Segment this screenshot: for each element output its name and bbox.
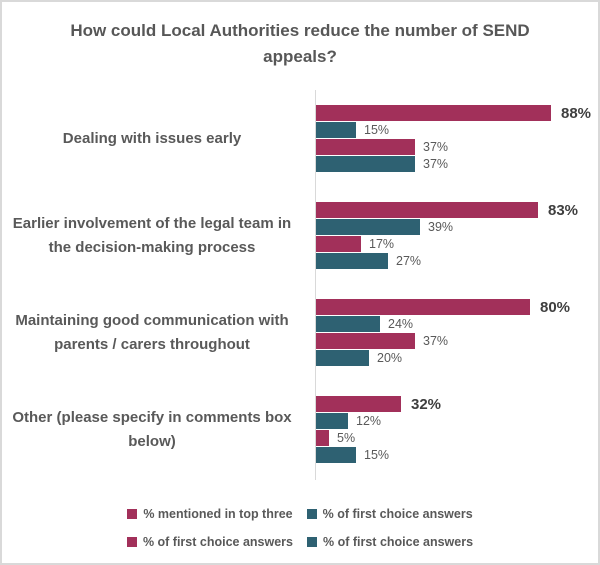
bar-line: 39%	[316, 219, 598, 235]
bar-line: 24%	[316, 316, 598, 332]
value-label: 15%	[364, 448, 390, 462]
bar-line: 32%	[316, 395, 598, 413]
bar-series-2	[316, 139, 415, 155]
value-label: 12%	[356, 414, 382, 428]
value-label: 27%	[396, 254, 422, 268]
bar-line: 37%	[316, 333, 598, 349]
value-label: 32%	[411, 395, 442, 413]
legend-item: % of first choice answers	[126, 535, 293, 549]
bar-group: 80% 24% 37% 20%	[302, 299, 598, 366]
legend-label: % of first choice answers	[142, 535, 293, 549]
legend-swatch-icon	[127, 509, 138, 519]
value-label: 37%	[423, 157, 449, 171]
bar-line: 37%	[316, 156, 598, 172]
value-label: 88%	[561, 104, 592, 122]
category-label: Dealing with issues early	[62, 129, 242, 147]
bar-group: 88% 15% 37% 37%	[302, 105, 598, 172]
chart-row: Other (please specify in comments box be…	[2, 381, 598, 478]
legend-row: % of first choice answers % of first choi…	[2, 535, 598, 549]
chart-title: How could Local Authorities reduce the n…	[70, 21, 530, 67]
value-label: 17%	[369, 237, 395, 251]
bar-line: 17%	[316, 236, 598, 252]
value-label: 5%	[337, 431, 356, 445]
bar-series-1	[316, 413, 348, 429]
bar-series-1	[316, 122, 356, 138]
legend-swatch-icon	[307, 537, 317, 547]
bar-series-2	[316, 236, 361, 252]
bar-line: 15%	[316, 447, 598, 463]
legend-swatch-icon	[306, 509, 317, 519]
bar-series-3	[316, 447, 356, 463]
bar-series-0	[316, 202, 538, 218]
bar-line: 88%	[316, 104, 598, 122]
bar-series-0	[316, 105, 551, 121]
chart-area: Dealing with issues early 88% 15% 37% 37% Ear…	[2, 90, 598, 480]
value-label: 20%	[377, 351, 403, 365]
legend-label: % of first choice answers	[323, 535, 474, 549]
bar-series-3	[316, 350, 369, 366]
bar-line: 15%	[316, 122, 598, 138]
bar-line: 80%	[316, 298, 598, 316]
value-label: 83%	[548, 201, 579, 219]
bar-group: 83% 39% 17% 27%	[302, 202, 598, 269]
chart-legend: % mentioned in top three % of first choic…	[2, 493, 598, 549]
chart-rows: Dealing with issues early 88% 15% 37% 37% Ear…	[2, 90, 598, 480]
category-label: Other (please specify in comments box be…	[12, 409, 292, 450]
value-label: 24%	[388, 317, 414, 331]
bar-series-2	[316, 430, 329, 446]
legend-swatch-icon	[126, 537, 137, 547]
category-label: Maintaining good communication with pare…	[15, 312, 289, 353]
bar-group: 32% 12% 5% 15%	[302, 396, 598, 463]
bar-line: 83%	[316, 201, 598, 219]
legend-label: % mentioned in top three	[143, 507, 293, 521]
value-label: 80%	[540, 298, 571, 316]
legend-item: % of first choice answers	[307, 535, 473, 549]
category-label: Earlier involvement of the legal team in…	[12, 215, 292, 256]
value-label: 39%	[428, 220, 454, 234]
value-label: 15%	[364, 123, 390, 137]
bar-series-0	[316, 396, 401, 412]
value-label: 37%	[423, 140, 449, 154]
value-label: 37%	[423, 334, 449, 348]
legend-row: % mentioned in top three % of first choic…	[2, 507, 598, 521]
legend-label: % of first choice answers	[322, 507, 473, 521]
chart-row: Earlier involvement of the legal team in…	[2, 187, 598, 284]
chart-row: Maintaining good communication with pare…	[2, 284, 598, 381]
bar-line: 12%	[316, 413, 598, 429]
bar-line: 27%	[316, 253, 598, 269]
bar-line: 20%	[316, 350, 598, 366]
bar-series-2	[316, 333, 415, 349]
legend-item: % mentioned in top three	[127, 507, 293, 521]
y-axis-line	[315, 90, 316, 480]
legend-item: % of first choice answers	[306, 507, 473, 521]
bar-series-3	[316, 253, 388, 269]
bar-series-3	[316, 156, 415, 172]
bar-series-1	[316, 316, 380, 332]
bar-series-0	[316, 299, 530, 315]
bar-series-1	[316, 219, 420, 235]
bar-line: 37%	[316, 139, 598, 155]
bar-line: 5%	[316, 430, 598, 446]
chart-row: Dealing with issues early 88% 15% 37% 37%	[2, 90, 598, 187]
